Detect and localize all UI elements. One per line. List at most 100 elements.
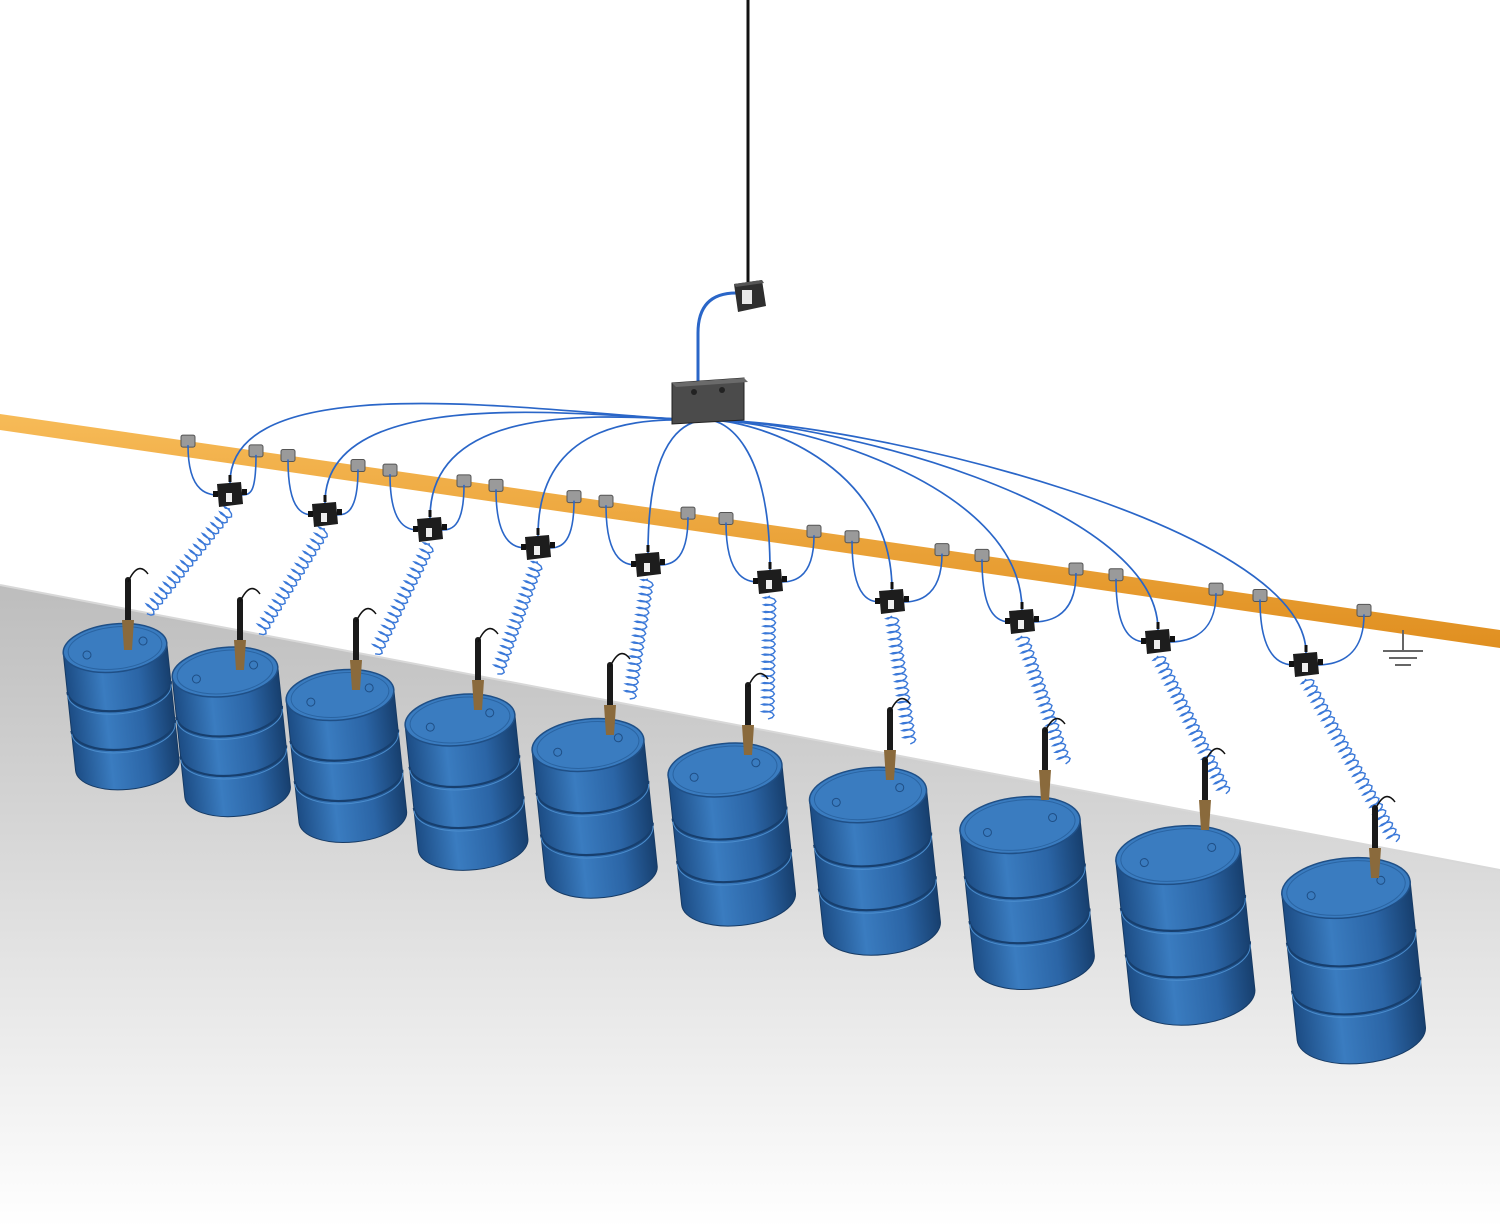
drum-rib-highlight bbox=[176, 708, 283, 740]
drum-body bbox=[285, 688, 408, 844]
distribution-cable bbox=[647, 419, 709, 554]
drum-rib bbox=[539, 822, 654, 857]
drum-body bbox=[1115, 847, 1256, 1026]
drum-lid bbox=[959, 795, 1081, 855]
clamp-jaw bbox=[472, 680, 484, 710]
drum-bung bbox=[689, 772, 699, 782]
drum-rib bbox=[412, 796, 525, 830]
drum-clamp bbox=[1039, 717, 1066, 800]
drum-rib-highlight bbox=[1291, 980, 1422, 1018]
clamp-jaw bbox=[122, 620, 134, 650]
clamp-module bbox=[875, 582, 909, 614]
drum-rib-highlight bbox=[540, 825, 654, 859]
drum-rib-highlight bbox=[536, 783, 650, 817]
drum-body bbox=[809, 788, 941, 956]
drum-bung bbox=[306, 697, 316, 707]
drum bbox=[667, 742, 796, 927]
drum-lid bbox=[667, 742, 783, 798]
clamp-modules bbox=[213, 475, 1323, 677]
drum-body bbox=[1281, 880, 1426, 1065]
clamp-lead bbox=[1044, 717, 1066, 733]
drum-lid-rim bbox=[409, 696, 511, 744]
clamp-jaw bbox=[742, 725, 754, 755]
drum-rib-highlight bbox=[290, 732, 399, 765]
drum-rib bbox=[66, 681, 172, 713]
drum-rib-highlight bbox=[1286, 932, 1416, 970]
drum-rib bbox=[1119, 894, 1247, 932]
module-port bbox=[904, 596, 909, 602]
distribution-cable bbox=[707, 419, 893, 591]
drum-rib-highlight bbox=[294, 772, 404, 805]
module-port bbox=[550, 542, 555, 548]
clamp-module bbox=[1141, 622, 1175, 654]
drum-rib-highlight bbox=[1125, 944, 1251, 981]
distribution-cable bbox=[707, 419, 1159, 631]
drum-bung bbox=[895, 783, 905, 793]
drum-body bbox=[404, 713, 529, 871]
clamp-lead bbox=[1374, 795, 1396, 811]
ground-bar bbox=[0, 414, 1500, 648]
drum-bung bbox=[1139, 858, 1149, 868]
drum-bung bbox=[613, 733, 623, 743]
clamp-module bbox=[521, 528, 555, 560]
clamp-jaw bbox=[884, 750, 896, 780]
drum-rib-highlight bbox=[180, 748, 287, 780]
coiled-cable bbox=[883, 615, 917, 745]
coiled-cable bbox=[255, 525, 328, 636]
module-port bbox=[631, 561, 636, 567]
drum-body bbox=[959, 818, 1095, 991]
drum bbox=[62, 622, 180, 791]
clamp-jaw bbox=[234, 640, 246, 670]
module-port bbox=[242, 489, 247, 495]
drum-clamp bbox=[604, 652, 631, 735]
drum-rib-highlight bbox=[71, 722, 176, 754]
drum-lid-rim bbox=[1120, 828, 1236, 882]
drum bbox=[1115, 824, 1256, 1026]
clamp-module bbox=[213, 475, 247, 507]
module-port bbox=[1005, 618, 1010, 624]
module-port bbox=[753, 578, 758, 584]
drum-lid-rim bbox=[290, 672, 390, 718]
drum-rib bbox=[293, 769, 404, 803]
module-port bbox=[1034, 616, 1039, 622]
drum-rib bbox=[289, 729, 400, 762]
drum-lid bbox=[1115, 824, 1241, 886]
drum-rib-highlight bbox=[676, 852, 792, 886]
drum-rib-highlight bbox=[1120, 897, 1246, 935]
module-label bbox=[426, 528, 432, 537]
drum-rib bbox=[1290, 977, 1422, 1016]
drum-rib bbox=[671, 806, 788, 841]
clamp-module bbox=[308, 495, 342, 527]
clamp-lead bbox=[889, 697, 911, 713]
clamp-lead bbox=[477, 627, 499, 643]
drum-clamp bbox=[122, 567, 149, 650]
clamp-module bbox=[631, 545, 665, 577]
drum-body bbox=[171, 665, 291, 818]
module-port bbox=[1170, 636, 1175, 642]
drum-body bbox=[531, 738, 658, 899]
drum-body bbox=[62, 642, 180, 791]
clamp-module bbox=[1289, 645, 1323, 677]
module-label bbox=[226, 493, 232, 502]
module-port bbox=[413, 526, 418, 532]
clamp-jaw bbox=[1039, 770, 1051, 800]
module-port bbox=[442, 524, 447, 530]
drum-lid bbox=[62, 622, 168, 674]
module-port bbox=[308, 511, 313, 517]
module-port bbox=[521, 544, 526, 550]
module-label bbox=[1018, 620, 1024, 629]
drum bbox=[171, 646, 291, 818]
module-port bbox=[1141, 638, 1146, 644]
drum-rib bbox=[408, 755, 521, 789]
drum-lid bbox=[404, 693, 516, 747]
drum-rib bbox=[675, 849, 792, 884]
drum bbox=[404, 693, 529, 871]
clamp-lead bbox=[609, 652, 631, 668]
coiled-cable bbox=[370, 541, 434, 656]
module-label bbox=[766, 580, 772, 589]
drum-rib bbox=[963, 863, 1086, 900]
distribution-cable bbox=[707, 419, 1307, 654]
drums bbox=[62, 567, 1426, 1065]
coiled-cable bbox=[1014, 635, 1071, 765]
drum-bung bbox=[982, 827, 992, 837]
